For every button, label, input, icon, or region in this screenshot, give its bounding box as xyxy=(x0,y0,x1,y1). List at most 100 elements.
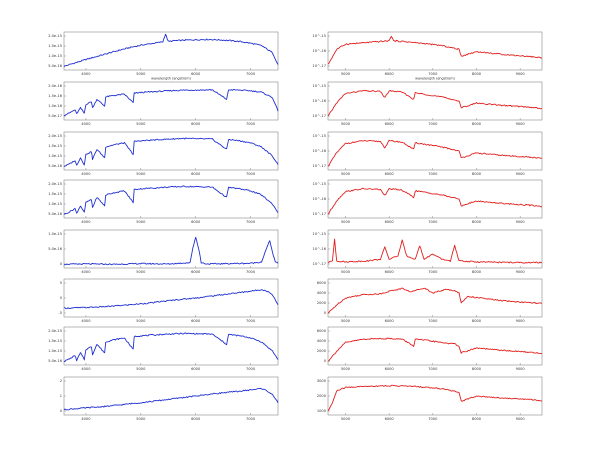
spectrum-line xyxy=(327,238,543,264)
x-tick-label: 7000 xyxy=(246,122,256,126)
x-tick-label: 6000 xyxy=(385,122,395,126)
x-tick-label: 7000 xyxy=(428,122,438,126)
y-tick-label: 4000 xyxy=(317,291,327,295)
spectrum-line xyxy=(327,337,543,362)
x-tick-label: 9000 xyxy=(516,367,526,371)
x-tick-label: 6000 xyxy=(191,417,201,421)
spectrum-panel-left-4: 4000 5000 6000 7000 2.0e-15 1.5e-15 1.0e-15 5.0… xyxy=(48,179,279,224)
y-tick-label: 5.0e-16 xyxy=(48,247,63,251)
spectrum-line xyxy=(63,387,279,411)
x-tick-label: 9000 xyxy=(516,319,526,323)
y-tick-label: 1.0e-15 xyxy=(48,154,62,158)
y-tick-label: 10^-17 xyxy=(313,212,326,216)
spectrum-panel-right-3: 5000 6000 7000 8000 9000 10^-15 10^-16 10^-17 xyxy=(313,131,543,176)
x-tick-label: 4000 xyxy=(81,122,91,126)
spectrum-line xyxy=(327,287,543,314)
x-tick-label: 7000 xyxy=(246,367,256,371)
x-tick-label: 6000 xyxy=(385,270,395,274)
y-tick-label: 10^-15 xyxy=(313,84,326,88)
x-tick-label: 6000 xyxy=(385,417,395,421)
y-tick-label: 2000 xyxy=(317,394,327,398)
y-tick-label: 0 xyxy=(60,262,63,266)
x-tick-label: 4000 xyxy=(81,319,91,323)
x-tick-label: 9000 xyxy=(516,270,526,274)
y-tick-label: 1.0e-16 xyxy=(48,104,63,108)
spectrum-line xyxy=(327,89,543,117)
x-tick-label: 8000 xyxy=(472,417,482,421)
x-tick-label: 6000 xyxy=(191,367,201,371)
spectrum-panel-left-5: 4000 5000 6000 7000 1.0e-15 5.0e-16 0 xyxy=(48,229,279,274)
x-tick-label: 8000 xyxy=(472,367,482,371)
x-tick-label: 6000 xyxy=(191,270,201,274)
y-tick-label: 1.5e-15 xyxy=(48,339,62,343)
spectrum-line xyxy=(327,187,543,215)
spectrum-line xyxy=(327,35,543,65)
x-tick-label: 7000 xyxy=(246,319,256,323)
x-tick-label: 6000 xyxy=(191,72,201,76)
y-tick-label: 2000 xyxy=(317,349,327,353)
y-tick-label: 10^-15 xyxy=(313,134,326,138)
spectrum-line xyxy=(63,289,279,310)
y-tick-label: 2.0e-15 xyxy=(48,182,62,186)
x-axis-label: wavelength (angstrom) xyxy=(415,77,455,81)
y-tick-label: 10^-17 xyxy=(313,114,326,118)
x-tick-label: 9000 xyxy=(516,220,526,224)
y-tick-label: 10^-15 xyxy=(313,232,326,236)
y-tick-label: 2.0e-15 xyxy=(48,329,62,333)
y-tick-label: 2.0e-15 xyxy=(48,134,62,138)
x-tick-label: 7000 xyxy=(428,172,438,176)
y-tick-label: 5.0e-16 xyxy=(48,212,63,216)
spectrum-panel-left-3: 4000 5000 6000 7000 2.0e-15 1.5e-15 1.0e-15 5.0… xyxy=(48,131,279,176)
spectrum-line xyxy=(63,137,279,167)
spectrum-line xyxy=(63,185,279,215)
spectrum-panel-left-8: 4000 5000 6000 7000 2 1 0 xyxy=(60,376,279,421)
x-tick-label: 4000 xyxy=(81,72,91,76)
spectrum-panel-right-5: 5000 6000 7000 8000 9000 10^-15 10^-16 10^-17 xyxy=(313,229,543,274)
x-axis-label: wavelength (angstrom) xyxy=(151,77,191,81)
x-tick-label: 4000 xyxy=(81,270,91,274)
x-tick-label: 4000 xyxy=(81,172,91,176)
x-tick-label: 8000 xyxy=(472,319,482,323)
y-tick-label: 6000 xyxy=(317,281,327,285)
x-tick-label: 9000 xyxy=(516,417,526,421)
x-tick-label: 4000 xyxy=(81,367,91,371)
x-tick-label: 5000 xyxy=(136,220,146,224)
x-tick-label: 6000 xyxy=(385,367,395,371)
x-tick-label: 5000 xyxy=(341,72,351,76)
spectrum-line xyxy=(63,236,279,266)
spectrum-panel-left-7: 4000 5000 6000 7000 2.0e-15 1.5e-15 1.0e-15 5.0… xyxy=(48,326,279,371)
spectrum-panel-right-8: 5000 6000 7000 8000 9000 3000 2000 1000 xyxy=(317,376,543,421)
y-tick-label: 1.0e-15 xyxy=(48,54,62,58)
x-tick-label: 5000 xyxy=(136,172,146,176)
x-tick-label: 5000 xyxy=(341,220,351,224)
x-tick-label: 5000 xyxy=(136,72,146,76)
y-tick-label: 5 xyxy=(60,281,62,285)
y-tick-label: 10^-17 xyxy=(313,64,326,68)
y-tick-label: 1 xyxy=(60,394,62,398)
x-tick-label: 7000 xyxy=(246,172,256,176)
x-tick-label: 4000 xyxy=(81,417,91,421)
spectrum-panel-right-6: 5000 6000 7000 8000 9000 6000 4000 2000 0 xyxy=(317,278,543,323)
panel-frame xyxy=(63,81,279,121)
spectrum-panel-right-4: 5000 6000 7000 8000 9000 10^-15 10^-16 10^-17 xyxy=(313,179,543,224)
x-tick-label: 5000 xyxy=(341,270,351,274)
x-tick-label: 9000 xyxy=(516,122,526,126)
y-tick-label: 10^-16 xyxy=(313,149,327,153)
spectrum-panel-left-1: 4000 5000 6000 7000 2.0e-15 1.5e-15 1.0e-15 5.0… xyxy=(48,31,279,81)
y-tick-label: 1000 xyxy=(317,409,327,413)
y-tick-label: 2.0e-16 xyxy=(48,84,63,88)
x-tick-label: 7000 xyxy=(428,319,438,323)
x-tick-label: 8000 xyxy=(472,72,482,76)
y-tick-label: 5.0e-17 xyxy=(48,114,62,118)
y-tick-label: 10^-16 xyxy=(313,99,327,103)
x-tick-label: 6000 xyxy=(191,172,201,176)
x-tick-label: 8000 xyxy=(472,220,482,224)
y-tick-label: -5 xyxy=(58,311,62,315)
x-tick-label: 7000 xyxy=(428,270,438,274)
x-tick-label: 7000 xyxy=(428,417,438,421)
y-tick-label: 0 xyxy=(324,311,327,315)
x-tick-label: 7000 xyxy=(428,72,438,76)
y-tick-label: 3000 xyxy=(317,379,327,383)
y-tick-label: 10^-15 xyxy=(313,34,326,38)
